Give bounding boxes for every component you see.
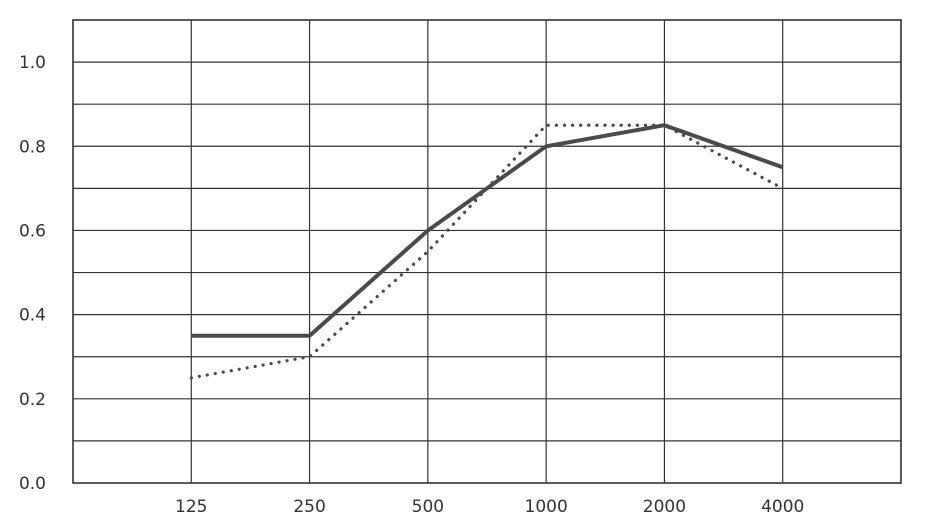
grid <box>72 19 902 484</box>
y-tick-label: 1.0 <box>19 53 46 73</box>
y-tick-label: 0.6 <box>19 221 46 241</box>
series-group <box>189 123 785 380</box>
x-tick-label: 2000 <box>643 497 686 517</box>
plot-frame <box>72 19 902 484</box>
y-axis-tick-labels: 0.0 0.2 0.4 0.6 0.8 1.0 <box>19 53 46 494</box>
x-tick-label: 125 <box>175 497 207 517</box>
x-tick-label: 500 <box>412 497 444 517</box>
series-line-dotted <box>189 123 785 380</box>
x-tick-label: 1000 <box>525 497 568 517</box>
y-tick-label: 0.4 <box>19 306 46 326</box>
y-tick-label: 0.2 <box>19 390 46 410</box>
y-tick-label: 0.0 <box>19 474 46 494</box>
y-tick-label: 0.8 <box>19 137 46 157</box>
x-axis-tick-labels: 125 250 500 1000 2000 4000 <box>175 497 804 517</box>
x-tick-label: 250 <box>293 497 325 517</box>
x-tick-label: 4000 <box>761 497 804 517</box>
